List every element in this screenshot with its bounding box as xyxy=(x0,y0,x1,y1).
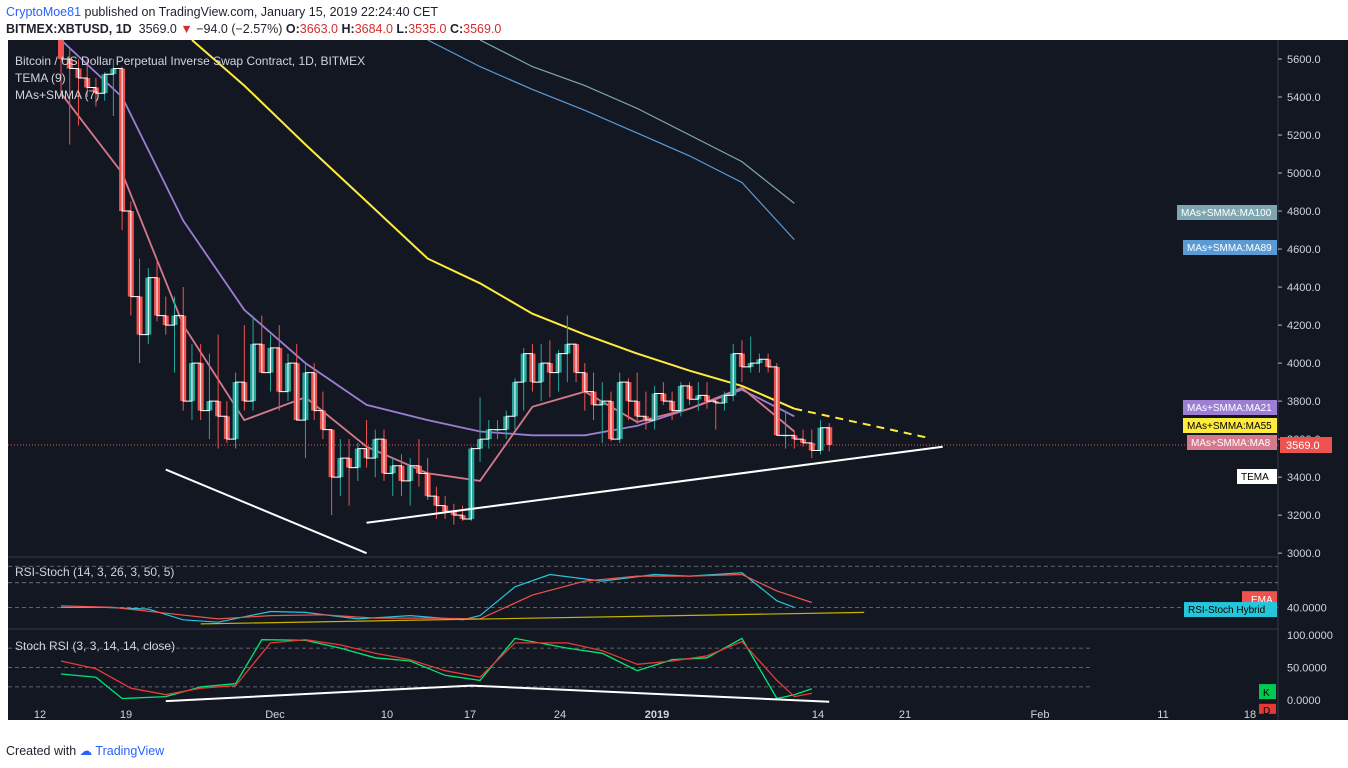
ma55-line xyxy=(191,39,795,410)
tema-axis-label-bg xyxy=(1237,469,1277,484)
close-value: 3569.0 xyxy=(463,22,502,36)
chart-area[interactable]: 5600.0 5400.0 5200.0 5000.0 4800.0 4600.0 4400… xyxy=(0,30,1348,738)
down-arrow-icon: ▼ xyxy=(180,22,193,36)
price-tick-label: 4600.0 xyxy=(1287,244,1321,256)
plot-background xyxy=(8,40,1278,705)
main-pane-title: Bitcoin / US Dollar Perpetual Inverse Sw… xyxy=(15,54,365,68)
ma55-axis-label-bg xyxy=(1183,418,1277,433)
stoch-tick-label: 50.0000 xyxy=(1287,663,1327,675)
ma89-axis-label-bg xyxy=(1183,240,1277,255)
tema-axis-label: TEMA xyxy=(1241,472,1269,483)
last-price-tag-bg xyxy=(1280,437,1332,454)
price-tick-label: 4800.0 xyxy=(1287,206,1321,218)
close-label: C: xyxy=(449,22,464,36)
open-value: 3663.0 xyxy=(299,22,339,36)
time-axis-background xyxy=(8,705,1278,720)
rsi-ema-line xyxy=(60,573,812,620)
high-label: H: xyxy=(341,22,355,36)
price-axis-background xyxy=(1278,40,1348,720)
ma8-axis-label: MAs+SMMA:MA8 xyxy=(1191,438,1271,449)
rsi-stoch-title: RSI-Stoch (14, 3, 26, 3, 50, 5) xyxy=(15,565,174,579)
last-price: 3569.0 xyxy=(138,22,177,36)
ma21-axis-label: MAs+SMMA:MA21 xyxy=(1187,403,1272,414)
time-tick-label: 14 xyxy=(812,709,824,721)
price-tick-label: 4400.0 xyxy=(1287,282,1321,294)
ma100-axis-label-bg xyxy=(1177,205,1277,220)
ma21-axis-label-bg xyxy=(1183,400,1277,415)
price-tick-label: 4200.0 xyxy=(1287,320,1321,332)
symbol-name: BITMEX:XBTUSD, 1D xyxy=(6,22,132,36)
stoch-tick-label: 0.0000 xyxy=(1287,695,1321,707)
ma89-axis-label: MAs+SMMA:MA89 xyxy=(1187,243,1272,254)
tradingview-link[interactable]: TradingView xyxy=(95,744,165,758)
ma100-axis-label: MAs+SMMA:MA100 xyxy=(1181,208,1272,219)
time-tick-label: 18 xyxy=(1244,709,1256,721)
low-label: L: xyxy=(396,22,409,36)
price-change: −94.0 (−2.57%) xyxy=(196,22,283,36)
d-axis-label: D xyxy=(1263,706,1270,717)
rsi-tick-label: 40.0000 xyxy=(1287,602,1327,614)
price-tick-label: 3400.0 xyxy=(1287,472,1321,484)
price-tick-label: 3800.0 xyxy=(1287,396,1321,408)
time-tick-label: 24 xyxy=(554,709,566,721)
tema-line xyxy=(61,58,830,520)
ma55-axis-label: MAs+SMMA:MA55 xyxy=(1187,421,1272,432)
low-value: 3535.0 xyxy=(408,22,447,36)
d-axis-label-bg xyxy=(1259,703,1276,714)
ma100-line xyxy=(479,39,795,204)
smma-legend: MAs+SMMA (7) xyxy=(15,88,99,102)
high-value: 3684.0 xyxy=(354,22,393,36)
last-price-tag: 3569.0 xyxy=(1286,440,1320,452)
price-tick-label: 3000.0 xyxy=(1287,548,1321,560)
time-tick-label: 12 xyxy=(34,709,46,721)
k-axis-label-bg xyxy=(1259,684,1276,700)
time-tick-label: 21 xyxy=(899,709,911,721)
footer: Created with ☁ TradingView xyxy=(6,743,164,758)
candle-body xyxy=(58,30,64,60)
publish-line: CryptoMoe81 published on TradingView.com… xyxy=(6,5,438,19)
k-axis-label: K xyxy=(1263,688,1270,699)
time-tick-label: 17 xyxy=(464,709,476,721)
time-tick-label: 10 xyxy=(381,709,393,721)
chart-canvas[interactable]: 5600.0 5400.0 5200.0 5000.0 4800.0 4600.0 4400… xyxy=(0,30,1348,738)
price-tick-label: 3200.0 xyxy=(1287,510,1321,522)
price-tick-label: 5200.0 xyxy=(1287,130,1321,142)
rsi-hybrid-axis-label: RSI-Stoch Hybrid xyxy=(1188,605,1265,616)
open-label: O: xyxy=(285,22,300,36)
published-text: published on TradingView.com, January 15… xyxy=(84,5,439,19)
ema-axis-label: EMA xyxy=(1251,595,1273,606)
trendline xyxy=(366,445,943,524)
rsi-hybrid-axis-label-bg xyxy=(1184,602,1277,618)
chart-header: CryptoMoe81 published on TradingView.com… xyxy=(0,0,1348,40)
stoch-tick-label: 100.0000 xyxy=(1287,630,1333,642)
stoch-rsi-title: Stoch RSI (3, 3, 14, 14, close) xyxy=(15,639,175,653)
rsi-trend-line xyxy=(200,611,865,625)
stoch-d-line xyxy=(60,639,812,698)
tradingview-logo-icon: ☁ xyxy=(79,744,93,758)
author-link[interactable]: CryptoMoe81 xyxy=(6,5,82,19)
price-tick-label: 4000.0 xyxy=(1287,358,1321,370)
time-tick-label: 2019 xyxy=(645,709,669,721)
time-tick-label: Feb xyxy=(1031,709,1050,721)
time-tick-label: Dec xyxy=(265,709,285,721)
created-with-text: Created with xyxy=(6,744,77,758)
trendline xyxy=(165,468,367,555)
stoch-trend-line xyxy=(165,684,830,703)
time-tick-label: 11 xyxy=(1157,709,1168,721)
time-tick-label: 19 xyxy=(120,709,132,721)
symbol-line: BITMEX:XBTUSD, 1D 3569.0 ▼ −94.0 (−2.57%… xyxy=(6,22,501,36)
tema-legend: TEMA (9) xyxy=(15,71,66,85)
price-tick-label: 5000.0 xyxy=(1287,168,1321,180)
price-tick-label: 5400.0 xyxy=(1287,92,1321,104)
price-tick-label: 5600.0 xyxy=(1287,54,1321,66)
ma8-axis-label-bg xyxy=(1187,435,1277,450)
ma89-line xyxy=(427,39,795,241)
